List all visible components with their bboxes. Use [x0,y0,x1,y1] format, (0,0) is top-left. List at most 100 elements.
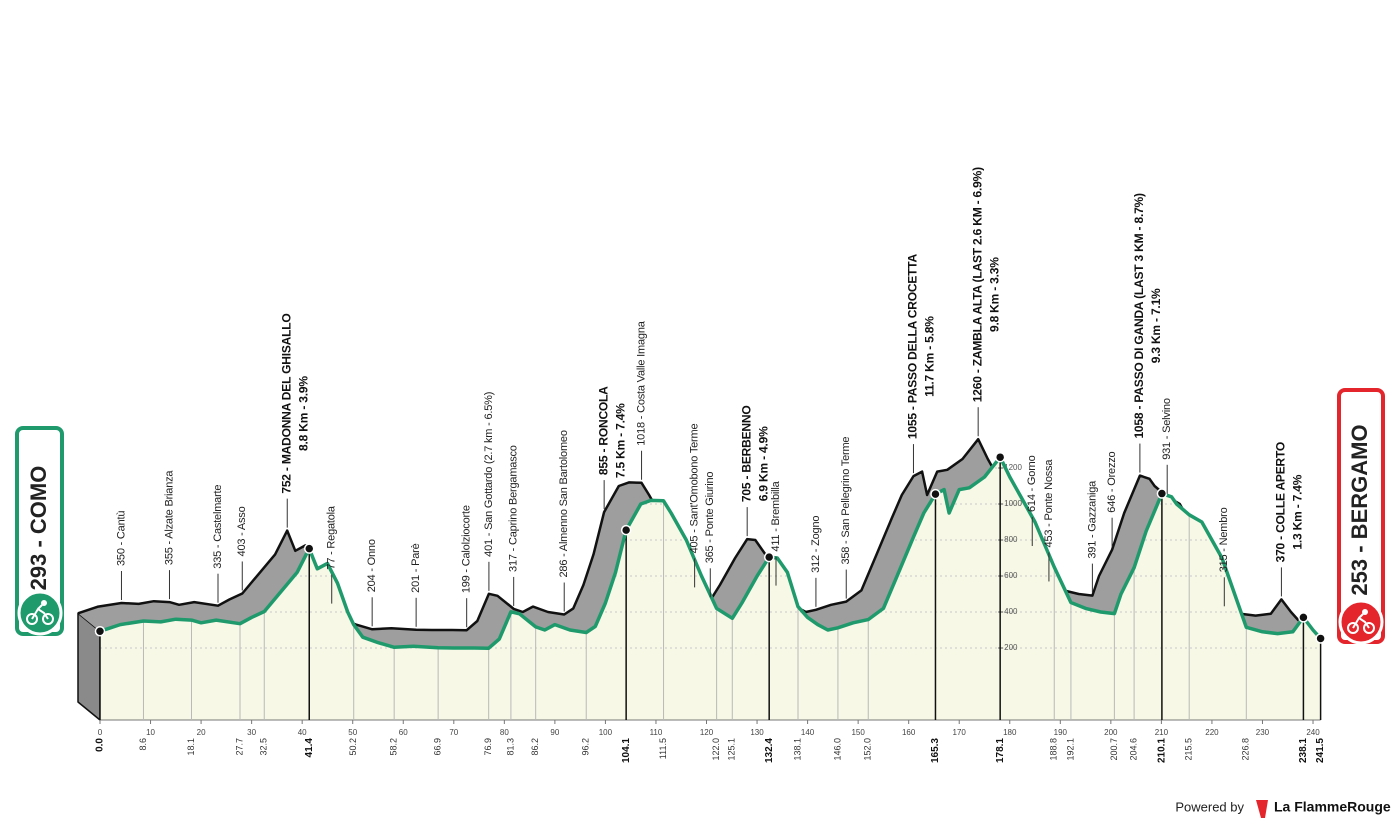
distance-label: 122.0 [711,738,721,761]
x-tick-label: 0 [98,728,103,737]
brand-logo [1256,800,1268,818]
distance-label: 210.1 [1157,738,1168,763]
x-tick-label: 180 [1003,728,1017,737]
waypoint-label: 411 - Brembilla [770,480,782,551]
x-tick-label: 200 [1104,728,1118,737]
start-icon [17,590,63,636]
distance-label: 0.0 [95,738,106,752]
climb-label: 1260 - ZAMBLA ALTA (LAST 2.6 KM - 6.9%) [970,167,984,402]
waypoint-label: 931 - Selvino [1161,398,1173,460]
distance-label: 132.4 [764,738,775,763]
x-tick-label: 130 [750,728,764,737]
summit-dot [1156,488,1168,499]
distance-label: 192.1 [1065,738,1075,761]
x-tick-label: 60 [399,728,408,737]
waypoint-label: 453 - Ponte Nossa [1043,459,1055,548]
waypoint-label: 358 - San Pellegrino Terme [840,437,852,565]
summit-dot [1315,633,1326,644]
distance-label: 86.2 [530,738,540,756]
distance-label: 104.1 [621,738,632,763]
climb-detail: 9.3 Km - 7.1% [1149,288,1163,363]
x-tick-label: 140 [801,728,815,737]
distance-label: 152.0 [863,738,873,761]
brand: La FlammeRouge [1274,799,1391,815]
distance-label: 215.5 [1184,738,1194,761]
climb-detail: 11.7 Km - 5.8% [923,316,937,397]
finish-icon [1338,599,1384,645]
waypoint-label: 204 - Onno [366,539,378,592]
profile-line [99,455,1322,650]
waypoint-label: 312 - Zogno [810,516,822,573]
start-box: 293 - COMO [15,426,64,636]
waypoint-label: 391 - Gazzaniga [1086,480,1098,559]
x-tick-label: 170 [953,728,967,737]
x-tick-label: 110 [650,728,663,737]
summit-dot [930,488,941,500]
x-tick-label: 10 [146,728,155,737]
distance-label: 76.9 [483,738,493,756]
distance-label: 18.1 [186,738,196,756]
waypoint-label: 350 - Cantù [115,511,127,566]
x-tick-label: 230 [1256,728,1270,737]
x-tick-label: 190 [1054,728,1068,737]
x-tick-label: 90 [550,728,559,737]
distance-label: 27.7 [234,738,244,756]
distance-label: 178.1 [995,738,1006,763]
summit-dot [303,543,315,554]
waypoint-label: 403 - Asso [236,506,248,556]
distance-label: 81.3 [505,738,515,756]
x-tick-label: 40 [298,728,307,737]
distance-label: 204.6 [1128,738,1138,761]
climb-label: 1058 - PASSO DI GANDA (LAST 3 KM - 8.7%) [1132,193,1146,439]
waypoint-label: 401 - San Gottardo (2.7 km - 6.5%) [483,392,495,557]
climb-label: 752 - MADONNA DEL GHISALLO [279,313,293,493]
summit-dot [763,551,775,563]
distance-label: 58.2 [389,738,399,756]
y-tick-label: 600 [1004,571,1018,580]
finish-label: 253 - BERGAMO [1347,424,1372,595]
distance-label: 41.4 [304,738,315,758]
distance-label: 188.8 [1049,738,1059,761]
climb-label: 705 - BERBENNO [739,406,753,503]
waypoint-label: 317 - Caprino Bergamasco [508,445,520,572]
x-tick-label: 70 [449,728,458,737]
summit-dot [1298,612,1309,623]
x-tick-label: 80 [500,728,509,737]
finish-box: 253 - BERGAMO [1337,388,1385,645]
climb-detail: 9.8 Km - 3.3% [987,257,1001,332]
x-tick-label: 120 [700,728,714,737]
powered-by: Powered by [1175,799,1244,814]
waypoint-label: 201 - Parè [410,543,422,592]
climb-detail: 8.8 Km - 3.9% [296,376,310,451]
distance-label: 8.6 [138,738,148,751]
x-tick-label: 220 [1205,728,1219,737]
waypoint-label: 355 - Alzate Brianza [163,470,175,566]
summit-dot [94,626,106,637]
waypoint-label: 335 - Castelmarte [212,485,224,569]
climb-label: 855 - RONCOLA [596,386,610,475]
climb-detail: 7.5 Km - 7.4% [613,403,627,478]
climb-label: 370 - COLLE APERTO [1274,442,1288,562]
distance-label: 226.8 [1241,738,1251,761]
waypoint-label: 614 - Gorno [1026,455,1038,512]
x-tick-label: 50 [348,728,357,737]
y-tick-label: 400 [1004,607,1018,616]
waypoint-label: 1018 - Costa Valle Imagna [635,320,647,446]
x-tick-label: 30 [247,728,256,737]
waypoint-label: 77 - Regatola [326,505,338,570]
waypoint-label: 405 - Sant'Omobono Terme [689,424,701,554]
climb-label: 1055 - PASSO DELLA CROCETTA [906,253,920,439]
distance-label: 111.5 [658,738,668,759]
y-tick-label: 1000 [1004,499,1022,508]
x-tick-label: 20 [197,728,206,737]
climb-detail: 1.3 Km - 7.4% [1291,474,1305,549]
climb-detail: 6.9 Km - 4.9% [756,426,770,501]
x-tick-label: 150 [851,728,865,737]
waypoint-label: 365 - Ponte Giurino [704,472,716,564]
distance-label: 165.3 [930,738,941,763]
y-tick-label: 800 [1004,535,1018,544]
waypoint-label: 646 - Orezzo [1106,451,1118,512]
distance-label: 125.1 [727,738,737,761]
y-tick-label: 200 [1004,643,1018,652]
